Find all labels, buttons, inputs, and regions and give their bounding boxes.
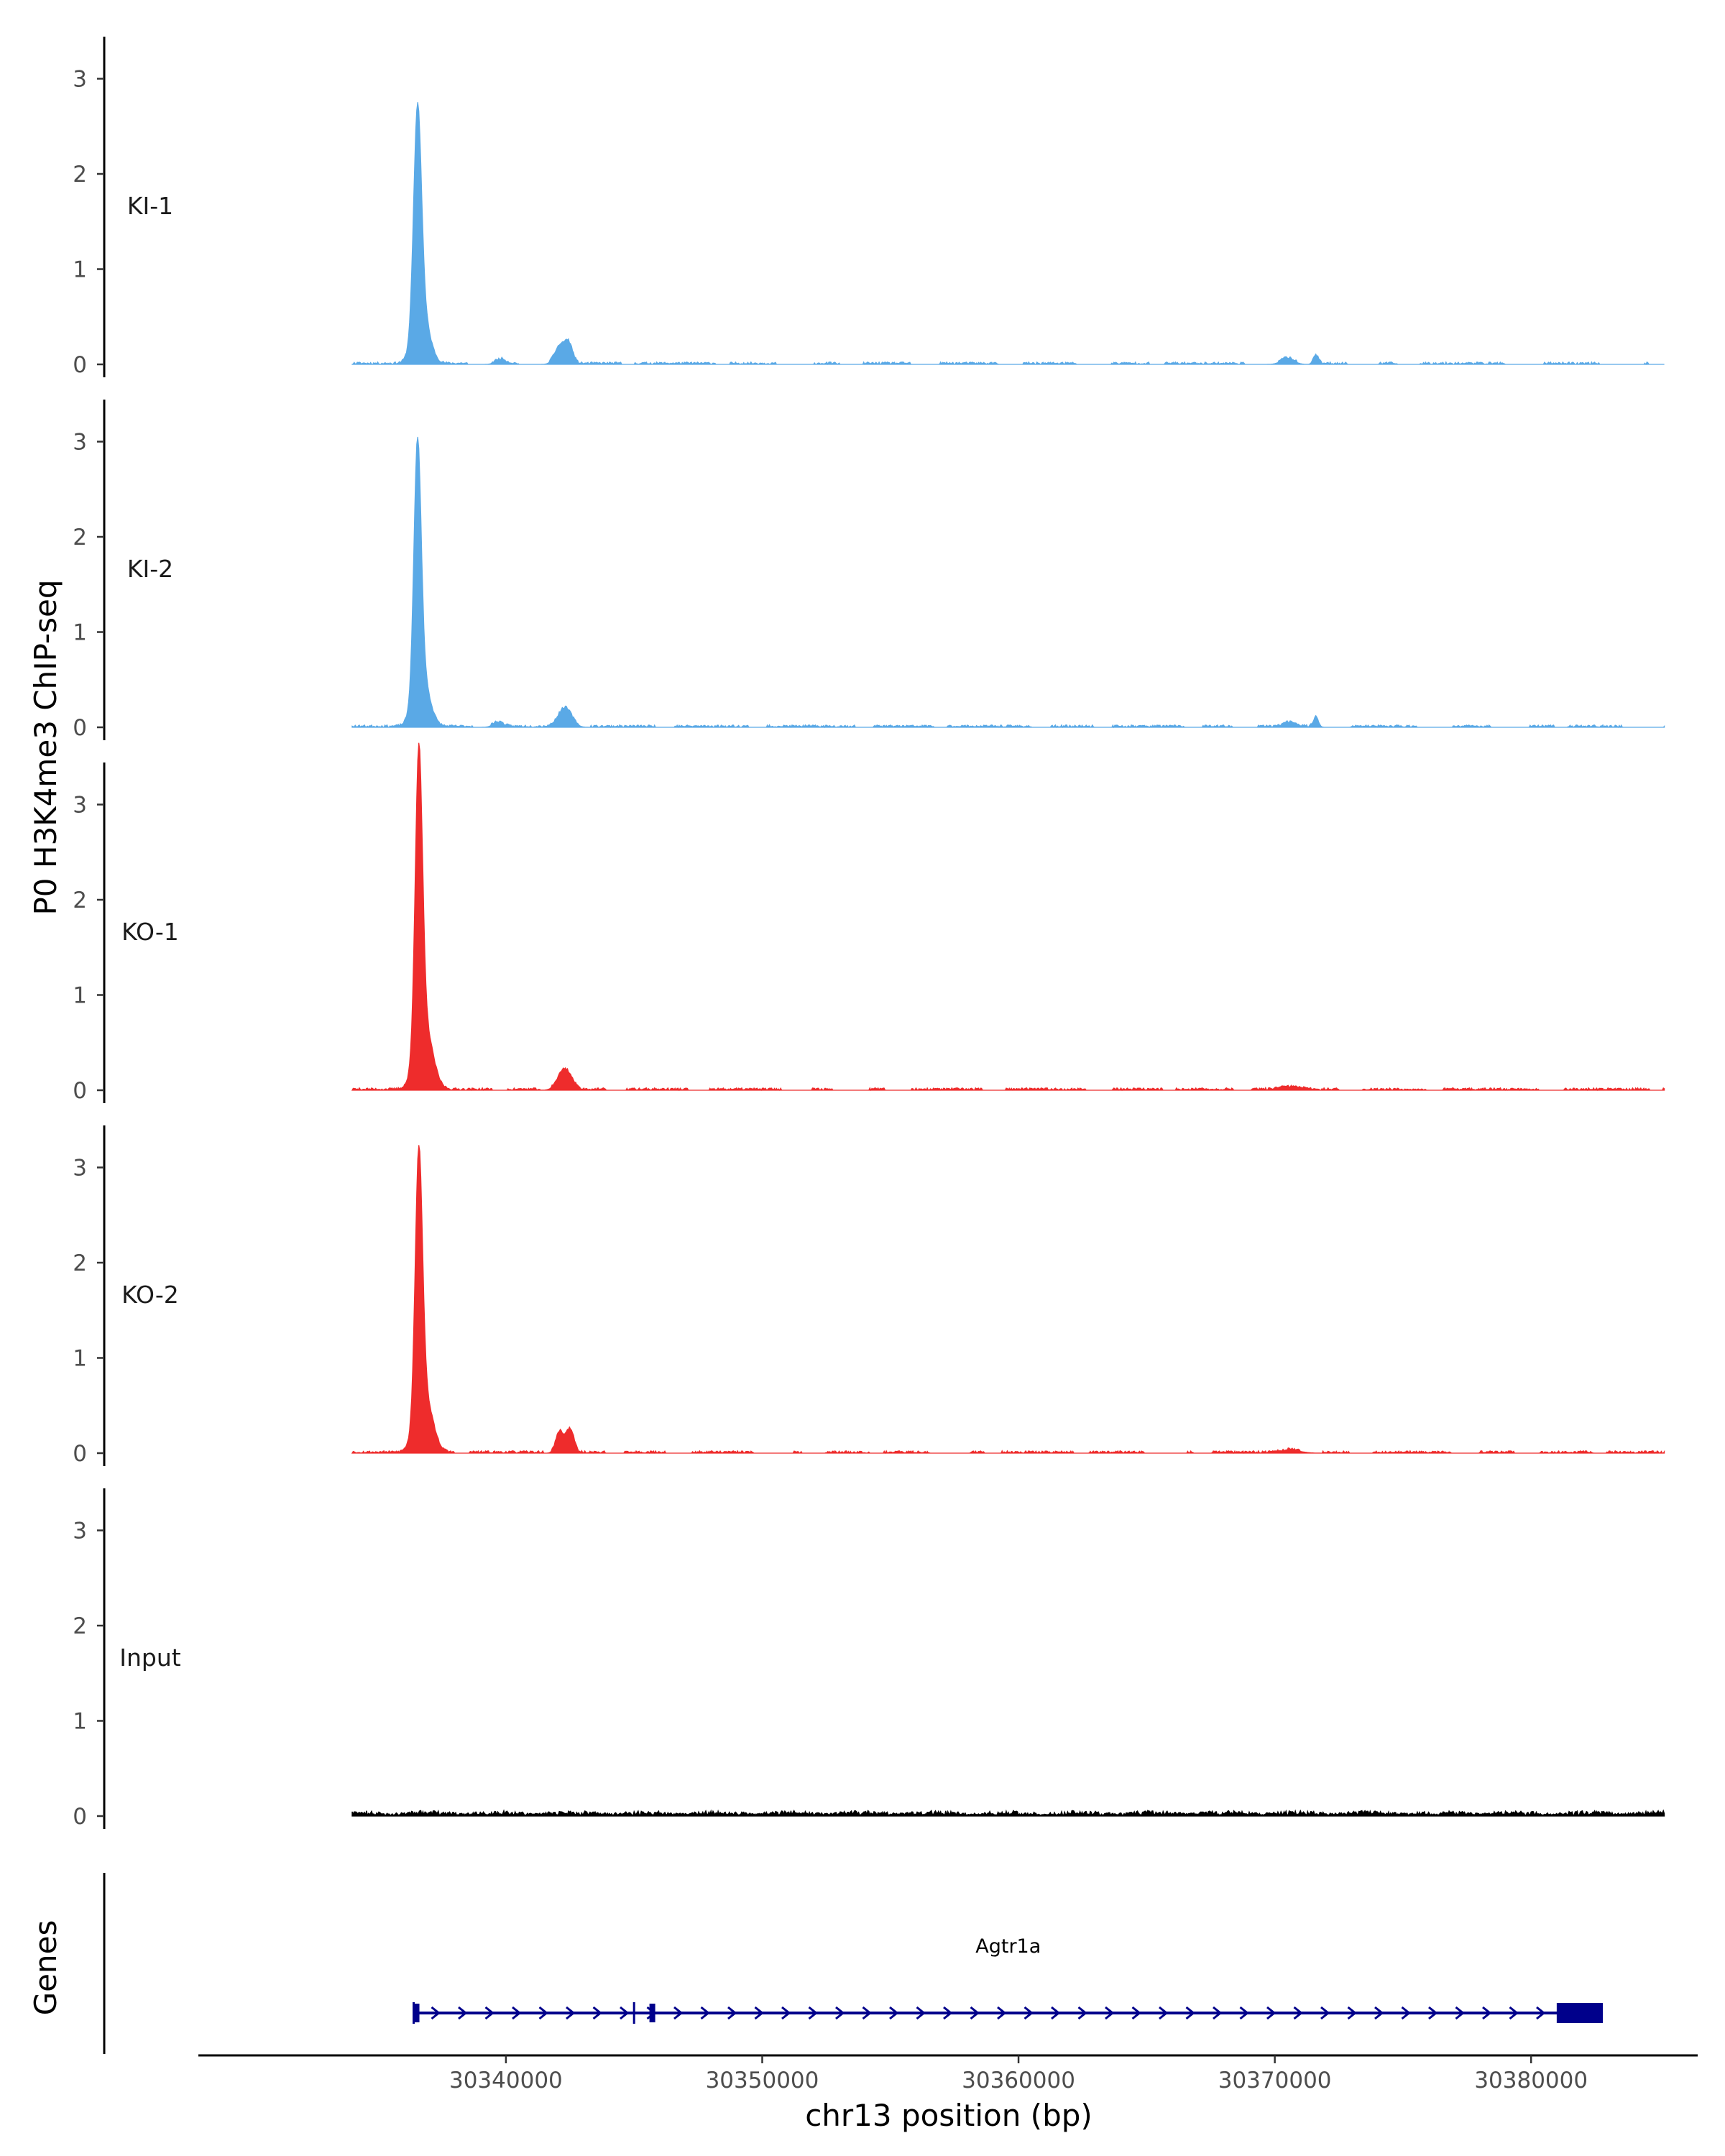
gene-exon [413,2004,420,2022]
strand-arrow [1509,2006,1519,2020]
strand-arrow [943,2006,953,2020]
strand-arrow [458,2006,468,2020]
strand-arrow [1401,2006,1411,2020]
y-tick-label: 2 [73,888,87,913]
strand-arrow [1213,2006,1223,2020]
y-tick-label: 3 [73,67,87,93]
track-panel-ki-1: 0 1 2 3 KI-1 [73,37,1665,378]
y-tick-label: 1 [73,620,87,646]
gene-exon [1556,2003,1604,2023]
y-tick-label: 0 [73,1078,87,1104]
strand-arrow [620,2006,630,2020]
strand-arrow [1024,2006,1034,2020]
x-axis-title: chr13 position (bp) [805,2098,1092,2133]
track-panel-input: 0 1 2 3 Input [73,1488,1665,1830]
y-tick-label: 1 [73,1346,87,1372]
x-tick-label: 30360000 [962,2068,1075,2093]
y-tick-label: 3 [73,793,87,819]
strand-arrow [1077,2006,1087,2020]
signal-area-ko-1 [351,742,1665,1092]
y-tick-label: 2 [73,162,87,188]
strand-arrow [781,2006,791,2020]
strand-arrow [1266,2006,1276,2020]
signal-area-ki-2 [351,436,1665,729]
y-axis-title: P0 H3K4me3 ChIP-seq [28,579,63,915]
strand-arrow [835,2006,845,2020]
y-tick-label: 2 [73,1250,87,1276]
strand-arrow [484,2006,494,2020]
track-label: KO-2 [121,1281,179,1309]
track-label: KI-1 [127,192,173,220]
strand-arrow [997,2006,1007,2020]
genes-panel: Genes Agtr1a [28,1873,1604,2054]
x-tick-label: 30350000 [706,2068,819,2093]
strand-arrow [1293,2006,1303,2020]
strand-arrow [700,2006,710,2020]
y-tick-label: 0 [73,1804,87,1830]
strand-arrow [1051,2006,1061,2020]
gene-name-label: Agtr1a [975,1935,1041,1958]
track-panels: 0 1 2 3 KI-1 0 1 2 3 KI-2 0 1 2 3 KO-1 0 1 2 3 KO-2 0 1 2 3 Inpu… [73,37,1665,1830]
track-label: KI-2 [127,555,173,583]
strand-arrow [673,2006,684,2020]
strand-arrow [512,2006,522,2020]
y-tick-label: 0 [73,1441,87,1467]
y-tick-label: 1 [73,1709,87,1735]
track-panel-ki-2: 0 1 2 3 KI-2 [73,400,1665,741]
strand-arrow [1131,2006,1141,2020]
strand-arrow [1105,2006,1115,2020]
strand-arrow [1185,2006,1195,2020]
gene-exon [649,2004,656,2022]
y-tick-label: 2 [73,1613,87,1639]
strand-arrow [592,2006,602,2020]
y-tick-label: 1 [73,983,87,1009]
y-tick-label: 2 [73,525,87,550]
strand-arrow [1374,2006,1384,2020]
y-tick-label: 0 [73,715,87,741]
y-tick-label: 3 [73,430,87,456]
track-label: KO-1 [121,918,179,946]
x-tick-label: 30370000 [1218,2068,1332,2093]
y-tick-label: 3 [73,1156,87,1181]
strand-arrow [1159,2006,1169,2020]
strand-arrow [1347,2006,1357,2020]
signal-area-ko-2 [351,1145,1665,1455]
strand-arrow [566,2006,576,2020]
y-tick-label: 1 [73,257,87,283]
strand-arrow [970,2006,980,2020]
y-tick-label: 3 [73,1519,87,1544]
track-panel-ko-2: 0 1 2 3 KO-2 [73,1125,1665,1467]
track-label: Input [119,1644,181,1672]
genes-title: Genes [28,1920,63,2016]
strand-arrow [1455,2006,1465,2020]
y-tick-label: 0 [73,352,87,378]
strand-arrow [808,2006,818,2020]
x-tick-label: 30340000 [449,2068,563,2093]
track-panel-ko-1: 0 1 2 3 KO-1 [73,742,1665,1104]
strand-arrow [862,2006,872,2020]
strand-arrow [1428,2006,1438,2020]
strand-arrow [1536,2006,1546,2020]
signal-area-ki-1 [351,102,1665,366]
strand-arrow [1320,2006,1330,2020]
signal-area-input [351,1809,1665,1817]
strand-arrow [431,2006,441,2020]
x-tick-label: 30380000 [1474,2068,1588,2093]
strand-arrow [538,2006,548,2020]
strand-arrow [916,2006,926,2020]
strand-arrow [754,2006,764,2020]
strand-arrow [1239,2006,1249,2020]
strand-arrow [1482,2006,1492,2020]
strand-arrow [727,2006,737,2020]
strand-arrow [889,2006,899,2020]
x-axis: 30340000 30350000 30360000 30370000 30380000 [198,2054,1698,2093]
